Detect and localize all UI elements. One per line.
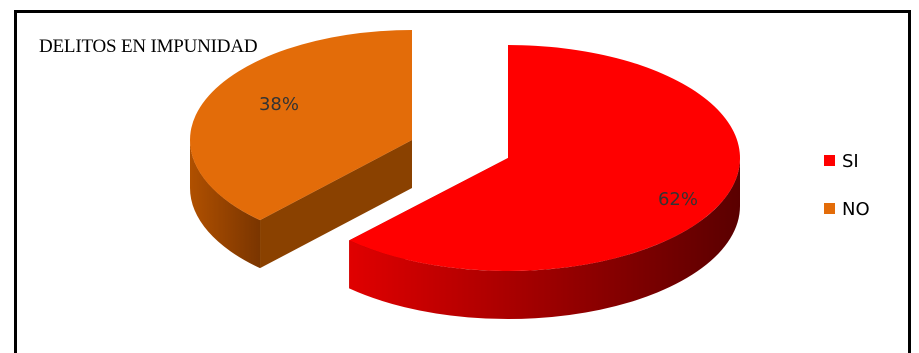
chart-title: DELITOS EN IMPUNIDAD bbox=[39, 36, 258, 57]
slice-wall-no bbox=[260, 140, 412, 269]
data-label-si: 62% bbox=[658, 189, 698, 210]
slice-si bbox=[349, 44, 740, 271]
data-label-no: 38% bbox=[259, 94, 299, 115]
legend-label-no: NO bbox=[842, 199, 870, 220]
legend-swatch-no bbox=[824, 203, 835, 214]
legend-swatch-si bbox=[824, 155, 835, 166]
legend-label-si: SI bbox=[842, 151, 859, 172]
slice-side-no bbox=[190, 140, 261, 269]
legend: SI NO bbox=[824, 151, 870, 220]
slice-no bbox=[190, 30, 412, 221]
slice-side-si bbox=[349, 158, 740, 319]
pie-slices bbox=[190, 30, 740, 319]
